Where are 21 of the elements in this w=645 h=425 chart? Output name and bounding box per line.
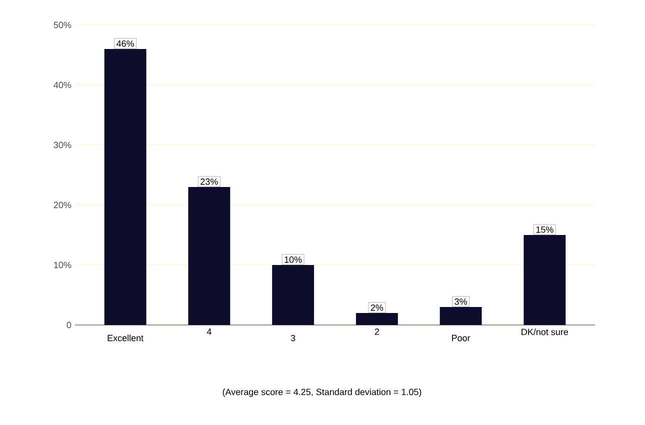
y-tick-label: 40%: [54, 82, 72, 88]
y-tick-label: 30%: [54, 142, 72, 148]
data-label: 46%: [116, 40, 134, 47]
bar: [356, 312, 398, 325]
x-tick-label: Excellent: [108, 334, 144, 342]
y-tick-label: 10%: [54, 262, 72, 268]
bar: [440, 306, 482, 325]
y-tick-label: 0: [66, 322, 72, 328]
y-tick-label: 50%: [54, 22, 72, 28]
data-label: 15%: [536, 226, 554, 233]
data-label: 3%: [454, 298, 467, 305]
data-label: 23%: [200, 178, 218, 185]
data-label: 10%: [284, 256, 302, 263]
y-tick-label: 20%: [54, 202, 72, 208]
data-label: 2%: [370, 304, 384, 311]
x-tick-label: Poor: [452, 334, 470, 342]
x-tick-label: DK/not sure: [522, 328, 568, 336]
x-tick-label: 3: [290, 334, 296, 342]
x-tick-label: 4: [206, 328, 212, 335]
x-tick-label: 2: [374, 328, 379, 335]
text: (Average score = 4.25, Standard deviation = 1.05): [222, 388, 422, 397]
